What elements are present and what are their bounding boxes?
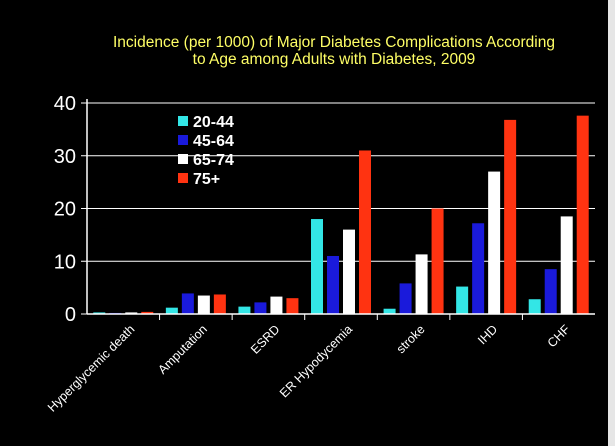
- bar-65-74-3: [343, 229, 355, 314]
- bar-75+-1: [213, 294, 226, 314]
- y-tick-labels: 0 10 20 30 40: [54, 93, 76, 326]
- bar-65-74-5: [488, 171, 501, 314]
- bar-20-44-1: [165, 307, 178, 314]
- legend-label: 65-74: [193, 152, 234, 169]
- chart-title-line-2: to Age among Adults with Diabetes, 2009: [193, 51, 476, 68]
- bar-75+-6: [576, 115, 589, 314]
- x-tick-label: Hyperglycemic death: [45, 322, 137, 414]
- legend-swatch-45-64: [178, 135, 188, 145]
- bar-75+-0: [141, 311, 154, 314]
- bar-65-74-4: [415, 254, 428, 314]
- legend: 20-44 45-64 65-74 75+: [178, 114, 234, 188]
- y-tick-label: 10: [54, 251, 76, 273]
- bar-75+-2: [286, 298, 299, 314]
- x-tick-label: stroke: [394, 322, 428, 356]
- y-tick-label: 20: [54, 199, 76, 221]
- legend-swatch-65-74: [178, 154, 188, 164]
- x-tick-label: ESRD: [248, 322, 282, 356]
- legend-swatch-20-44: [178, 116, 188, 126]
- bar-20-44-5: [456, 286, 469, 314]
- legend-label: 20-44: [193, 114, 234, 131]
- bar-20-44-4: [383, 308, 396, 314]
- bar-20-44-2: [238, 306, 251, 314]
- bar-45-64-6: [544, 269, 557, 314]
- legend-label: 75+: [193, 171, 220, 188]
- bar-20-44-0: [93, 312, 106, 314]
- bar-45-64-5: [472, 223, 485, 314]
- x-tick-label: ER Hypodycemia: [277, 322, 355, 400]
- bar-45-64-2: [254, 302, 267, 314]
- legend-swatch-75+: [178, 173, 188, 183]
- x-tick-label: Amputation: [155, 322, 210, 377]
- legend-label: 45-64: [193, 133, 234, 150]
- bar-65-74-0: [125, 312, 138, 314]
- bar-65-74-1: [197, 295, 210, 314]
- x-tick-label: CHF: [545, 322, 573, 350]
- bar-45-64-3: [327, 255, 339, 314]
- bar-65-74-6: [560, 216, 573, 314]
- y-tick-label: 30: [54, 146, 76, 168]
- bar-45-64-1: [181, 293, 194, 314]
- bar-75+-3: [359, 150, 371, 314]
- y-tick-label: 40: [54, 93, 76, 115]
- chart-title-line-1: Incidence (per 1000) of Major Diabetes C…: [113, 34, 555, 51]
- bar-20-44-6: [528, 299, 541, 314]
- bar-65-74-2: [270, 296, 283, 314]
- y-tick-label: 0: [65, 304, 76, 326]
- bar-20-44-3: [311, 219, 323, 314]
- bar-75+-5: [504, 119, 517, 314]
- bar-45-64-4: [399, 283, 412, 314]
- bars: [93, 115, 589, 314]
- x-tick-label: IHD: [475, 322, 500, 347]
- bar-75+-4: [431, 208, 444, 314]
- axes: [86, 99, 595, 320]
